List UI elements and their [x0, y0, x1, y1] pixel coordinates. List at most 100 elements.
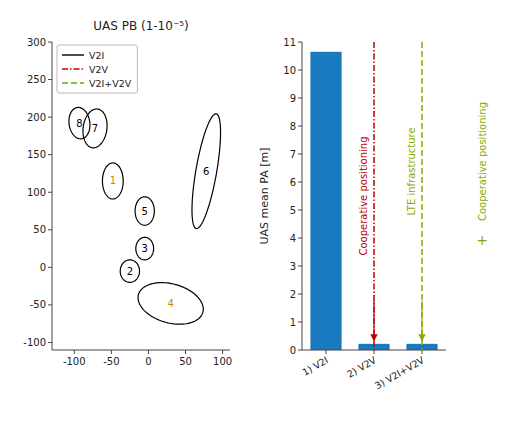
- ellipse: [135, 197, 154, 226]
- legend-line: [62, 54, 84, 55]
- y-tick-label: 2: [290, 289, 296, 300]
- y-tick-label: 250: [27, 74, 46, 85]
- y-tick: [298, 350, 302, 351]
- x-tick-label: 50: [179, 356, 192, 367]
- bar: [310, 52, 341, 350]
- y-tick: [298, 294, 302, 295]
- y-tick: [298, 70, 302, 71]
- ellipse-label: 3: [142, 243, 148, 254]
- legend-label: V2I: [89, 50, 104, 61]
- annotations: Cooperative positioning LTE infrastructur…: [358, 42, 488, 350]
- ellipse: [102, 163, 123, 199]
- ellipse: [69, 107, 90, 138]
- left-chart: UAS PB (1-10⁻⁵) -100 -50 0 50 100 -100 -50 0 50 10…: [23, 19, 232, 367]
- y-tick-label: 3: [290, 261, 296, 272]
- x-tick-label: 2) V2V: [345, 354, 378, 380]
- y-tick-label: 9: [290, 93, 296, 104]
- title: UAS PB (1-10⁻⁵): [93, 19, 188, 33]
- annotation-line: [421, 42, 423, 350]
- x-tick: [374, 350, 375, 354]
- y-tick: [48, 267, 52, 268]
- x-tick-label: 3) V2I+V2V: [373, 354, 427, 391]
- annotation-arrow: [421, 301, 422, 341]
- x-tick: [111, 350, 112, 354]
- y-tick: [298, 266, 302, 267]
- annotation-text: Cooperative positioning: [358, 137, 369, 256]
- legend-line: [62, 68, 84, 69]
- ellipse-label: 1: [110, 175, 116, 186]
- ellipses: [69, 107, 221, 324]
- y-tick: [48, 304, 52, 305]
- y-tick-label: -50: [30, 299, 46, 310]
- ellipse: [120, 260, 139, 283]
- y-tick-label: 300: [27, 37, 46, 48]
- x-axis: [52, 350, 230, 351]
- y-tick-label: 8: [290, 121, 296, 132]
- y-tick: [48, 342, 52, 343]
- y-tick: [298, 322, 302, 323]
- y-tick: [48, 42, 52, 43]
- y-tick: [48, 117, 52, 118]
- ellipse: [136, 237, 154, 260]
- x-tick: [74, 350, 75, 354]
- ellipse-label: 5: [142, 206, 148, 217]
- annotation-text: Cooperative positioning: [477, 102, 488, 221]
- y-tick-label: 0: [290, 345, 296, 356]
- annotation-line: [373, 42, 375, 350]
- y-axis: [52, 42, 53, 350]
- y-tick: [298, 42, 302, 43]
- x-tick-label: -100: [63, 356, 86, 367]
- y-tick-label: 4: [290, 233, 296, 244]
- ellipse-label: 4: [167, 298, 173, 309]
- legend-label: V2I+V2V: [89, 78, 132, 89]
- y-tick-label: 6: [290, 177, 296, 188]
- y-axis: [302, 42, 303, 350]
- y-tick-label: 1: [290, 317, 296, 328]
- y-tick: [48, 154, 52, 155]
- ellipse-label: 7: [92, 123, 98, 134]
- annotation-arrow: [373, 301, 374, 341]
- ellipse: [83, 109, 107, 148]
- ellipse: [138, 283, 203, 325]
- y-tick-label: 7: [290, 149, 296, 160]
- x-tick-label: 0: [145, 356, 151, 367]
- legend-line: [62, 82, 84, 83]
- y-tick-label: -100: [23, 337, 46, 348]
- x-tick: [422, 350, 423, 354]
- ellipse-label: 2: [127, 266, 133, 277]
- y-tick: [298, 210, 302, 211]
- legend-label: V2V: [89, 64, 109, 75]
- y-tick-label: 11: [283, 37, 296, 48]
- x-tick: [185, 350, 186, 354]
- right-chart: 0 1 2 3 4 5 6 7 8 9 10 11 1) V2I 2) V2V3) V2I+V2V UAS …: [258, 37, 488, 392]
- y-axis-label: UAS mean PA [m]: [258, 148, 271, 245]
- y-tick: [298, 182, 302, 183]
- legend: V2I V2V V2I+V2V: [57, 45, 137, 93]
- y-tick: [298, 98, 302, 99]
- y-tick: [298, 154, 302, 155]
- ellipse-label: 6: [203, 166, 209, 177]
- ellipse-label: 8: [76, 118, 82, 129]
- legend-box: [57, 45, 137, 93]
- y-tick-label: 50: [33, 224, 46, 235]
- x-tick-label: -50: [103, 356, 119, 367]
- x-tick: [148, 350, 149, 354]
- y-tick-label: 200: [27, 112, 46, 123]
- x-tick-label: 1) V2I: [300, 354, 330, 378]
- y-tick: [48, 79, 52, 80]
- x-tick: [326, 350, 327, 354]
- y-tick-label: 5: [290, 205, 296, 216]
- y-tick: [298, 126, 302, 127]
- annotation-text: LTE infrastructure: [406, 127, 417, 215]
- y-tick: [48, 192, 52, 193]
- figure: UAS PB (1-10⁻⁵)-100-50050100-100-5005010…: [0, 0, 524, 426]
- y-tick: [298, 238, 302, 239]
- y-tick-label: 0: [40, 262, 46, 273]
- annotation-text: +: [476, 232, 488, 248]
- y-tick-label: 10: [283, 65, 296, 76]
- ellipse: [192, 114, 221, 229]
- x-tick: [222, 350, 223, 354]
- x-tick-label: 100: [213, 356, 232, 367]
- y-tick-label: 150: [27, 149, 46, 160]
- y-tick-label: 100: [27, 187, 46, 198]
